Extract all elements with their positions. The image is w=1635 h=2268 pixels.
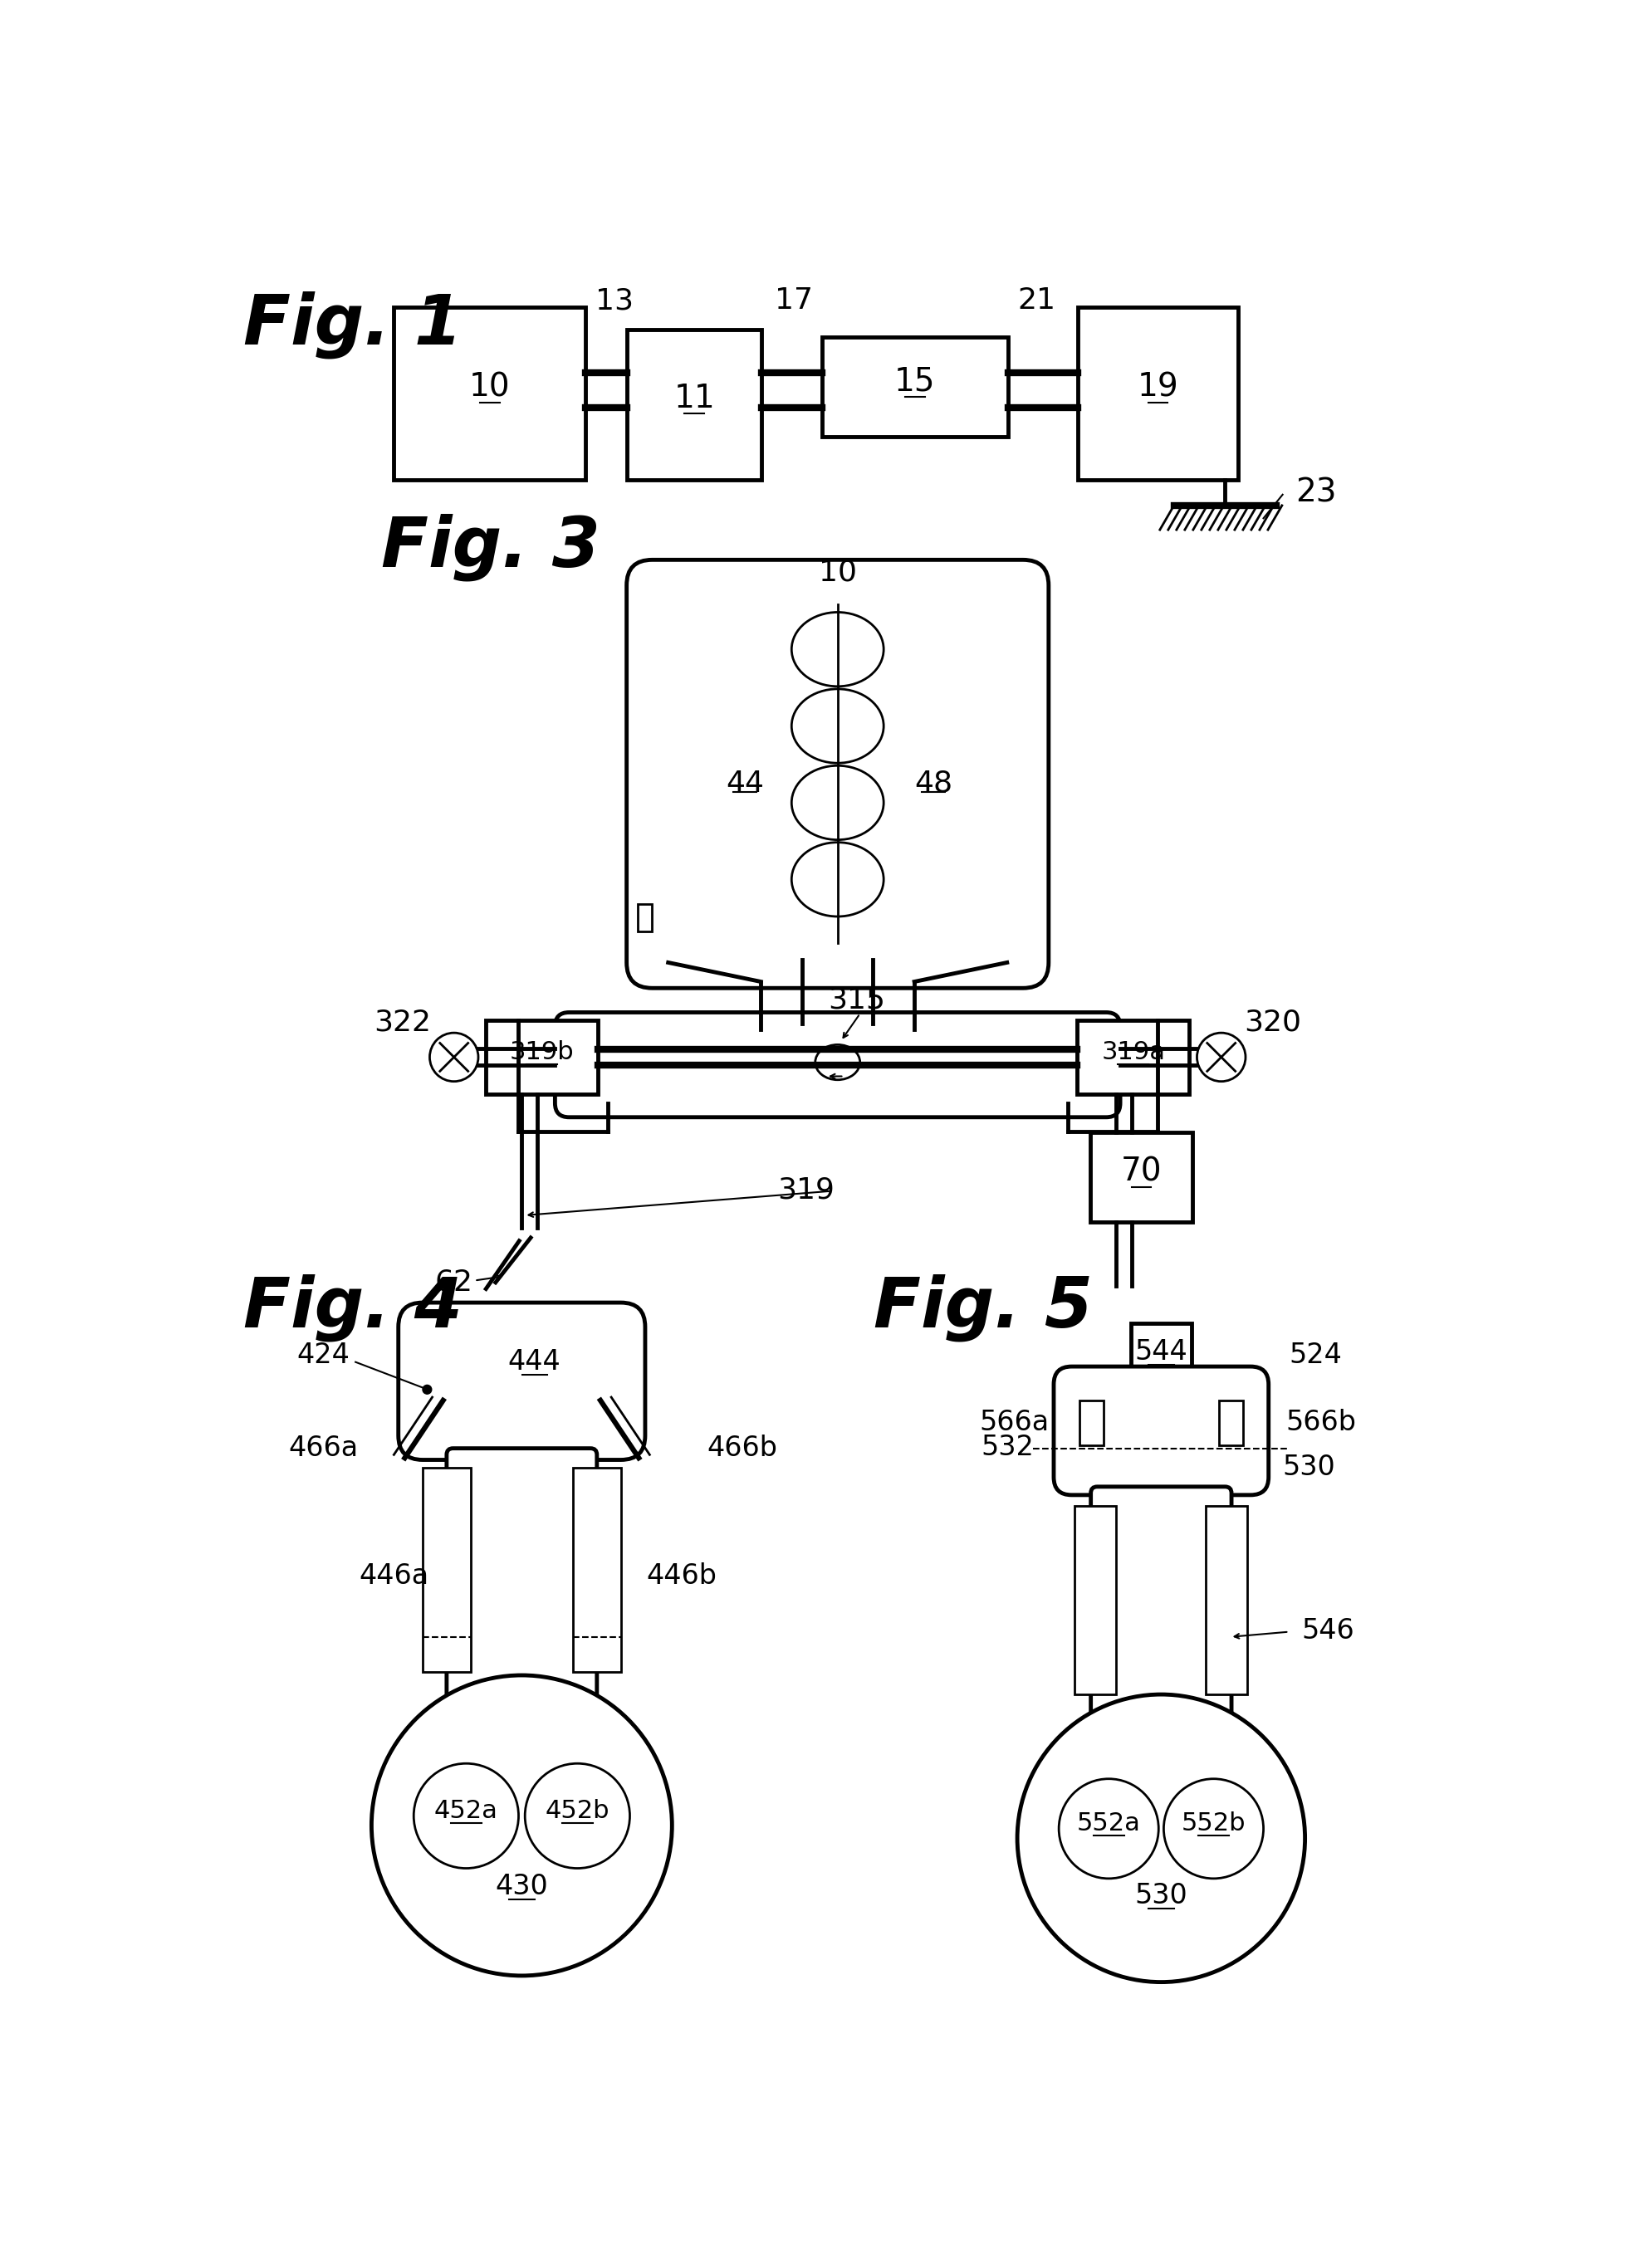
Bar bbox=[628, 329, 762, 481]
Text: 23: 23 bbox=[1295, 476, 1336, 508]
Text: 524: 524 bbox=[1288, 1343, 1342, 1370]
Bar bbox=[423, 1467, 471, 1672]
Bar bbox=[1077, 1021, 1189, 1093]
Text: Fig. 3: Fig. 3 bbox=[381, 513, 600, 581]
Bar bbox=[1091, 1132, 1192, 1222]
Ellipse shape bbox=[791, 689, 883, 762]
Text: 430: 430 bbox=[495, 1873, 548, 1901]
Text: 544: 544 bbox=[1135, 1338, 1187, 1365]
Text: 44: 44 bbox=[726, 769, 764, 798]
Bar bbox=[1074, 1506, 1117, 1694]
Text: 13: 13 bbox=[595, 286, 634, 315]
FancyBboxPatch shape bbox=[554, 1012, 1120, 1118]
Text: 319: 319 bbox=[777, 1175, 834, 1204]
Text: Fig. 1: Fig. 1 bbox=[244, 290, 463, 358]
Circle shape bbox=[1164, 1778, 1264, 1878]
Text: 552b: 552b bbox=[1182, 1812, 1246, 1835]
Text: 530: 530 bbox=[1135, 1882, 1187, 1910]
FancyBboxPatch shape bbox=[626, 560, 1048, 989]
Text: 15: 15 bbox=[894, 365, 935, 397]
Text: 70: 70 bbox=[1120, 1157, 1162, 1188]
Bar bbox=[1218, 1399, 1243, 1445]
Text: Fig. 5: Fig. 5 bbox=[873, 1275, 1092, 1343]
Text: 444: 444 bbox=[508, 1349, 561, 1377]
Bar bbox=[486, 1021, 598, 1093]
FancyBboxPatch shape bbox=[1091, 1488, 1231, 1724]
Text: 322: 322 bbox=[374, 1007, 432, 1036]
Ellipse shape bbox=[791, 612, 883, 687]
Text: 10: 10 bbox=[469, 372, 510, 404]
Text: 452b: 452b bbox=[544, 1799, 610, 1823]
Text: 21: 21 bbox=[1017, 286, 1056, 315]
FancyBboxPatch shape bbox=[446, 1449, 597, 1703]
Text: 320: 320 bbox=[1244, 1007, 1301, 1036]
Ellipse shape bbox=[791, 767, 883, 839]
Bar bbox=[572, 1467, 621, 1672]
Text: 532: 532 bbox=[981, 1433, 1035, 1461]
Ellipse shape bbox=[791, 841, 883, 916]
Bar bbox=[822, 338, 1007, 435]
Text: 566a: 566a bbox=[979, 1408, 1050, 1436]
Text: 552a: 552a bbox=[1077, 1812, 1141, 1835]
Circle shape bbox=[525, 1765, 629, 1869]
Circle shape bbox=[1059, 1778, 1159, 1878]
Text: 566b: 566b bbox=[1285, 1408, 1357, 1436]
Circle shape bbox=[414, 1765, 518, 1869]
Text: 48: 48 bbox=[914, 769, 953, 798]
FancyBboxPatch shape bbox=[1053, 1368, 1269, 1495]
Bar bbox=[638, 903, 652, 932]
Text: 315: 315 bbox=[829, 987, 886, 1014]
Text: 319a: 319a bbox=[1102, 1041, 1166, 1064]
Circle shape bbox=[430, 1032, 479, 1082]
Bar bbox=[1077, 308, 1238, 481]
Text: 466b: 466b bbox=[708, 1436, 778, 1463]
Text: 446b: 446b bbox=[646, 1563, 718, 1590]
Circle shape bbox=[423, 1386, 432, 1395]
Text: 10: 10 bbox=[819, 558, 857, 587]
Bar bbox=[1079, 1399, 1104, 1445]
Text: 19: 19 bbox=[1138, 372, 1179, 404]
Text: 17: 17 bbox=[775, 286, 813, 315]
Text: 319b: 319b bbox=[510, 1041, 574, 1064]
Circle shape bbox=[371, 1676, 672, 1975]
Text: 452a: 452a bbox=[435, 1799, 499, 1823]
Text: 424: 424 bbox=[298, 1343, 350, 1370]
Ellipse shape bbox=[816, 1046, 860, 1080]
Bar bbox=[1207, 1506, 1248, 1694]
Bar bbox=[394, 308, 585, 481]
Circle shape bbox=[1017, 1694, 1305, 1982]
Text: 446a: 446a bbox=[360, 1563, 428, 1590]
Text: Fig. 4: Fig. 4 bbox=[244, 1275, 463, 1343]
Bar bbox=[1131, 1325, 1192, 1390]
Text: 466a: 466a bbox=[289, 1436, 358, 1463]
Circle shape bbox=[1197, 1032, 1246, 1082]
Text: 62: 62 bbox=[435, 1268, 473, 1297]
FancyBboxPatch shape bbox=[399, 1302, 646, 1461]
Text: 11: 11 bbox=[674, 383, 714, 415]
Text: 530: 530 bbox=[1282, 1454, 1336, 1481]
Text: 546: 546 bbox=[1301, 1617, 1355, 1644]
